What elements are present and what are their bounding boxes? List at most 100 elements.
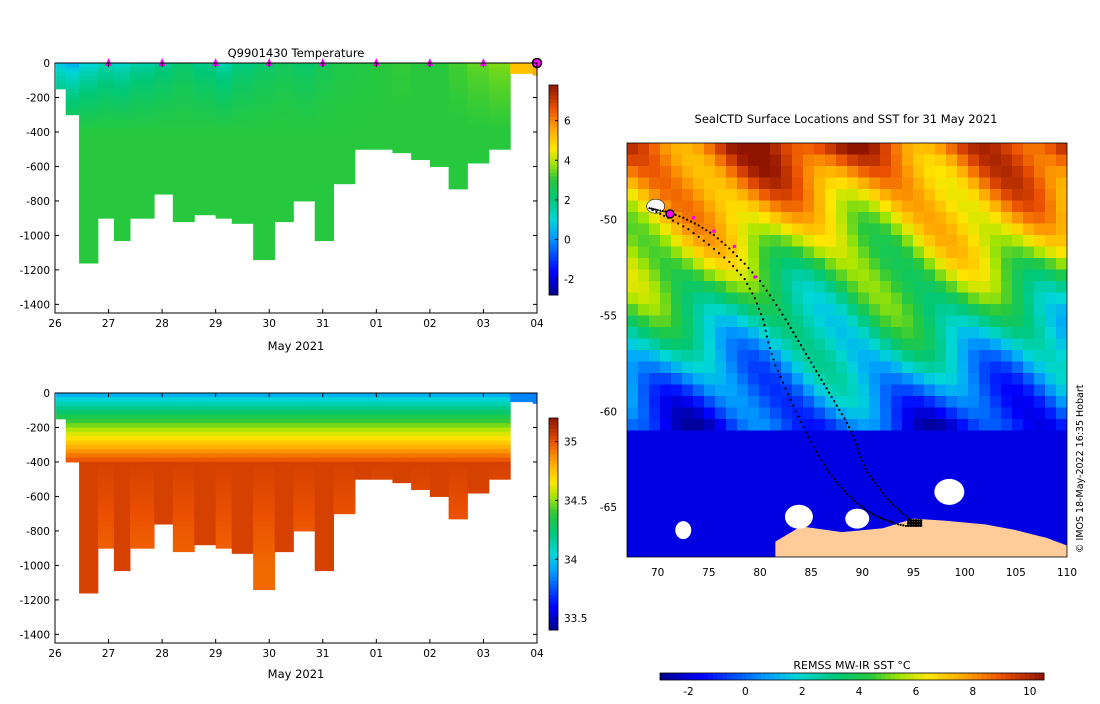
temp-cell: [370, 71, 393, 77]
temperature-profiles: [56, 63, 537, 264]
sst-cell: [704, 453, 716, 466]
sst-cell: [1045, 166, 1057, 178]
sst-cell: [671, 545, 683, 557]
temp-colorbar-segment: [549, 235, 558, 240]
sst-cell: [924, 430, 936, 443]
sst-cell: [836, 511, 848, 523]
temp-x-tick-label: 01: [370, 318, 383, 330]
temp-cell: [172, 114, 195, 120]
temp-x-tick-label: 03: [477, 318, 490, 330]
sst-cell: [693, 292, 705, 305]
sst-cell: [924, 223, 936, 236]
sst-cell: [990, 511, 1002, 523]
temp-colorbar-segment: [549, 270, 558, 275]
sst-cell: [803, 453, 815, 466]
sal-cell: [370, 457, 393, 463]
sst-cell: [726, 338, 738, 351]
temp-cell: [113, 80, 131, 86]
sal-cell: [194, 453, 217, 459]
sst-cell: [759, 396, 771, 408]
sal-cell: [392, 440, 412, 446]
temp-cell: [154, 101, 174, 107]
temp-colorbar-segment: [549, 148, 558, 152]
sal-cell: [429, 492, 450, 497]
sst-colorbar-segment: [1020, 673, 1026, 680]
sst-cell: [781, 327, 793, 339]
sst-cell: [638, 545, 650, 557]
surface-marker: [158, 58, 166, 66]
sst-cell: [627, 177, 639, 190]
sst-cell: [902, 511, 914, 523]
sst-cell: [671, 373, 683, 385]
sst-cell: [880, 315, 892, 328]
temp-cell: [293, 106, 316, 111]
temp-cell: [194, 162, 217, 167]
sst-cell: [682, 154, 694, 167]
sst-cell: [693, 212, 705, 224]
temp-cell: [448, 101, 468, 107]
sal-cell: [215, 526, 233, 532]
sst-colorbar-segment: [722, 673, 728, 680]
sst-cell: [1045, 246, 1057, 259]
sst-cell: [957, 166, 969, 178]
sst-cell: [726, 545, 738, 557]
temp-cell: [113, 170, 131, 176]
track-point: [859, 456, 862, 459]
sst-cell: [836, 350, 848, 362]
sst-cell: [803, 419, 815, 431]
temp-cell: [253, 136, 276, 142]
temp-cell: [253, 188, 276, 193]
sst-cell: [638, 143, 650, 155]
sal-cell: [411, 414, 431, 420]
sal-cell: [97, 401, 115, 407]
sst-colorbar-segment: [669, 673, 675, 680]
sal-cell: [129, 436, 155, 441]
track-point: [753, 297, 757, 300]
sst-cell: [880, 453, 892, 466]
temp-cell: [253, 213, 276, 219]
temp-cell: [129, 93, 155, 98]
sst-cell: [660, 350, 672, 362]
sst-cell: [836, 327, 848, 339]
track-point: [768, 294, 772, 297]
sst-cell: [803, 373, 815, 385]
sst-cell: [1012, 419, 1024, 431]
sst-cell: [1001, 258, 1013, 270]
temp-cell: [274, 106, 294, 111]
sst-cell: [638, 189, 650, 201]
sst-colorbar-segment: [727, 673, 733, 680]
sst-cell: [781, 396, 793, 408]
sst-cell: [979, 373, 991, 385]
temp-cell: [314, 114, 334, 120]
map-x-ticks: 70 75 80 85 90 95 100 105 110: [651, 567, 1077, 579]
temp-cell: [429, 144, 450, 150]
track-point: [707, 243, 710, 246]
sal-cell: [411, 418, 431, 424]
sst-cell: [935, 384, 947, 397]
sst-cell: [660, 384, 672, 397]
sst-cell: [660, 407, 672, 420]
sst-colorbar-segment: [885, 673, 891, 680]
sal-cell: [113, 496, 131, 502]
sst-cell: [726, 166, 738, 178]
sst-cell: [869, 511, 881, 523]
track-point: [661, 209, 664, 213]
sst-cell: [946, 338, 958, 351]
sal-cell: [129, 492, 155, 497]
temp-cell: [65, 75, 80, 81]
sst-cell: [935, 453, 947, 466]
sst-colorbar-segment: [712, 673, 718, 680]
sst-cell: [726, 281, 738, 293]
temp-colorbar-segment: [549, 123, 558, 128]
temp-cell: [354, 144, 372, 150]
sal-colorbar-segment: [549, 439, 558, 444]
track-point: [833, 477, 836, 480]
sal-colorbar-tick-label: 34: [564, 554, 578, 566]
temp-colorbar-tick-label: 6: [564, 116, 571, 128]
temp-colorbar-frame: [548, 84, 559, 296]
sal-cell: [215, 436, 233, 441]
sst-cell: [781, 154, 793, 167]
temp-cell: [532, 71, 537, 76]
track-point: [881, 517, 884, 520]
sal-cell: [293, 466, 316, 472]
